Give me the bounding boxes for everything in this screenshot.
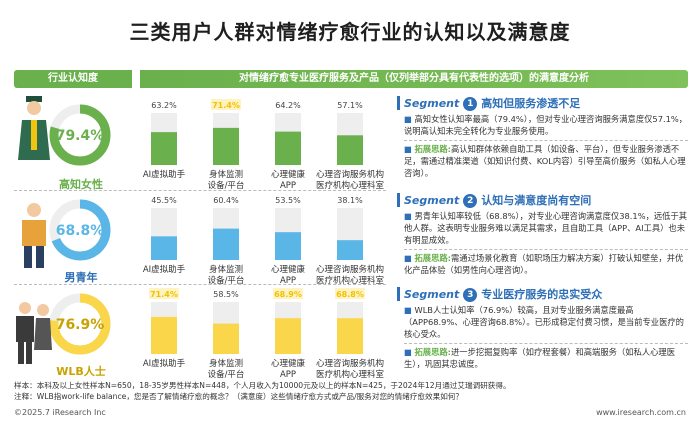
- group-name-young-men: 男青年: [64, 271, 98, 284]
- female-graduate-icon: [18, 96, 50, 160]
- header-awareness: 行业认知度: [14, 70, 132, 88]
- category-label-3: 心理健康: [271, 169, 306, 180]
- segment-2-body: ■ 男青年认知率较低（68.8%），对专业心理咨询满意度仅38.1%，远低于其他…: [404, 211, 688, 245]
- bar-2-4: [337, 240, 363, 260]
- bar-label-highlight: [273, 288, 303, 299]
- segment-1-number: 1: [463, 97, 478, 111]
- segment-3-number: 3: [463, 288, 478, 302]
- category-label-4: 心理咨询服务机构: [316, 264, 384, 275]
- donut-value-3: 76.9%: [56, 317, 105, 333]
- bar-value-2-2: 60.4%: [213, 196, 239, 205]
- website-link[interactable]: www.iresearch.com.cn: [596, 408, 686, 417]
- bar-value-2-4: 38.1%: [337, 196, 363, 205]
- segment-3-title: Segment 3 专业医疗服务的忠实受众: [404, 286, 602, 302]
- bar-value-1-2: 71.4%: [212, 101, 240, 110]
- segment-2-word: Segment: [404, 194, 460, 207]
- segment-2-heading: 认知与满意度尚有空间: [481, 194, 592, 207]
- segment-divider: [404, 249, 688, 250]
- segment-2-title: Segment 2 认知与满意度尚有空间: [404, 192, 591, 208]
- bar-2-2: [213, 228, 239, 260]
- bar-label-highlight: [335, 288, 365, 299]
- donut-arc-3: [49, 293, 111, 355]
- bar-value-1-3: 64.2%: [275, 101, 301, 110]
- group-name-female: 高知女性: [59, 178, 103, 191]
- bar-2-3: [275, 232, 301, 260]
- bar-1-3: [275, 131, 301, 165]
- category-label-1: AI虚拟助手: [143, 169, 186, 180]
- bar-1-4: [337, 135, 363, 165]
- young-man-icon: [22, 203, 46, 268]
- segment-1-heading: 高知但服务渗透不足: [481, 97, 581, 110]
- bar-3-2: [213, 323, 239, 354]
- category-label-4: 医疗机构心理科室: [316, 275, 385, 286]
- header-satisfaction: 对情绪疗愈专业医疗服务及产品（仅列举部分具有代表性的选项）的满意度分析: [140, 70, 688, 88]
- segment-divider: [404, 343, 688, 344]
- category-label-3: 心理健康: [271, 358, 306, 369]
- bar-label-highlight: [149, 288, 179, 299]
- segment-accent-bar: [397, 193, 400, 207]
- business-people-icon: [16, 302, 52, 364]
- bar-value-2-3: 53.5%: [275, 196, 301, 205]
- segment-3-idea: ■ 拓展思路:进一步挖掘复购率（如疗程套餐）和高端服务（如私人心理医生），巩固其…: [404, 347, 676, 369]
- group-name-wlb: WLB人士: [56, 365, 106, 378]
- footer-bar: ©2025.7 iResearch Inc www.iresearch.com.…: [14, 408, 686, 417]
- category-label-3: APP: [280, 276, 296, 286]
- segment-1-idea: ■ 拓展思路:高认知群体依赖自助工具（如设备、平台），但专业服务渗透不足，需通过…: [404, 144, 686, 178]
- segment-1-title: Segment 1 高知但服务渗透不足: [404, 95, 580, 111]
- bar-value-2-1: 45.5%: [151, 196, 177, 205]
- bar-label-highlight: [211, 99, 241, 110]
- bar-2-1: [151, 236, 177, 260]
- category-label-1: AI虚拟助手: [143, 358, 186, 369]
- category-label-3: 心理健康: [271, 264, 306, 275]
- donut-value-1: 79.4%: [56, 128, 105, 144]
- category-label-4: 医疗机构心理科室: [316, 180, 385, 191]
- bar-value-1-4: 57.1%: [337, 101, 363, 110]
- copyright: ©2025.7 iResearch Inc: [14, 408, 106, 417]
- category-label-2: 设备/平台: [208, 275, 245, 286]
- segment-divider: [404, 140, 688, 141]
- category-label-2: 设备/平台: [208, 180, 245, 191]
- category-label-4: 心理咨询服务机构: [316, 358, 384, 369]
- segment-1-body: ■ 高知女性认知率最高（79.4%），但对专业心理咨询服务满意度仅57.1%，说…: [404, 114, 688, 136]
- annotation-note: 注释：WLB指work-life balance，您是否了解情绪疗愈的概念？（满…: [14, 392, 463, 401]
- footnote: 样本：本科及以上女性样本N=650，18-35岁男性样本N=448，个人月收入为…: [14, 380, 694, 402]
- sample-note: 样本：本科及以上女性样本N=650，18-35岁男性样本N=448，个人月收入为…: [14, 381, 511, 390]
- category-label-1: AI虚拟助手: [143, 264, 186, 275]
- category-label-3: APP: [280, 181, 296, 191]
- donut-value-2: 68.8%: [56, 223, 105, 239]
- bar-value-3-1: 71.4%: [150, 290, 178, 299]
- segment-3-word: Segment: [404, 288, 460, 301]
- bar-value-3-3: 68.9%: [274, 290, 302, 299]
- page-title: 三类用户人群对情绪疗愈行业的认知以及满意度: [129, 20, 571, 44]
- segment-2-number: 2: [463, 194, 478, 208]
- category-label-2: 设备/平台: [208, 369, 245, 380]
- category-label-2: 身体监测: [209, 169, 243, 180]
- bar-1-1: [151, 132, 177, 165]
- donut-arc-1: [49, 104, 111, 166]
- row-separator: [14, 190, 386, 191]
- bar-value-3-2: 58.5%: [213, 290, 239, 299]
- bar-value-3-4: 68.8%: [336, 290, 364, 299]
- segment-3-body: ■ WLB人士认知率（76.9%）较高，且对专业服务满意度最高（APP68.9%…: [404, 305, 684, 339]
- bar-value-1-1: 63.2%: [151, 101, 177, 110]
- category-label-4: 心理咨询服务机构: [316, 169, 384, 180]
- donut-arc-2: [49, 199, 111, 261]
- segment-accent-bar: [397, 96, 400, 110]
- category-label-2: 身体监测: [209, 264, 243, 275]
- bar-3-4: [337, 318, 363, 354]
- bar-1-2: [213, 127, 239, 165]
- category-label-3: APP: [280, 370, 296, 380]
- bar-3-1: [151, 316, 177, 354]
- segment-1-word: Segment: [404, 97, 460, 110]
- row-separator: [14, 284, 386, 285]
- segment-accent-bar: [397, 287, 400, 301]
- segment-2-idea: ■ 拓展思路:需通过场景化教育（如职场压力解决方案）打破认知壁垒，并优化产品体验…: [404, 253, 684, 275]
- category-label-2: 身体监测: [209, 358, 243, 369]
- segment-3-heading: 专业医疗服务的忠实受众: [481, 288, 603, 301]
- category-label-4: 医疗机构心理科室: [316, 369, 385, 380]
- bar-3-3: [275, 318, 301, 354]
